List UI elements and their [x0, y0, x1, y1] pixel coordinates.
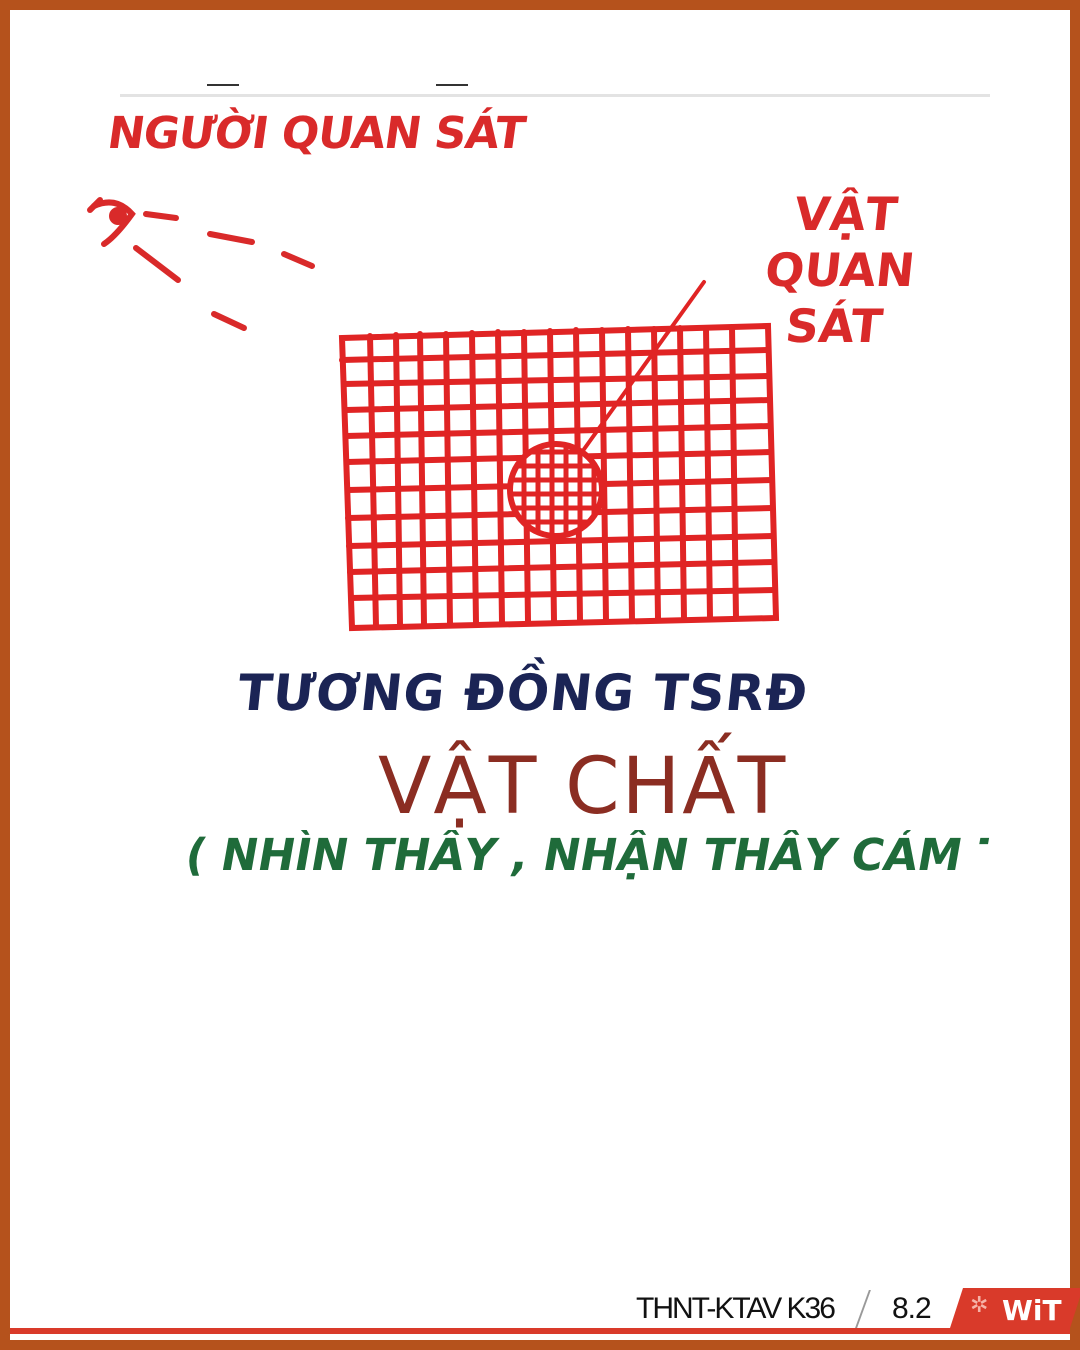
gear-icon: ✲ [970, 1292, 989, 1317]
similarity-label: TƯƠNG ĐỒNG TSRĐ [234, 664, 812, 722]
footer-rule [10, 1328, 1070, 1334]
object-label: VẬT QUAN SÁT [762, 187, 918, 353]
object-pointer [580, 280, 706, 454]
eye-icon [87, 197, 136, 247]
sight-lines [133, 211, 315, 331]
perceive-label: ( NHÌN THẤY , NHẬN THẤY CẢM THẤY [181, 830, 991, 881]
page-number: 8.2 [892, 1292, 932, 1325]
course-code: THNT-KTAV K36 [636, 1292, 836, 1325]
logo-text: WiT [1002, 1294, 1062, 1327]
observer-label: NGƯỜI QUAN SÁT [104, 108, 528, 159]
top-divider [120, 94, 990, 97]
matter-label: VẬT CHẤT [378, 742, 788, 832]
overline-mark [436, 84, 468, 86]
overline-mark [207, 84, 239, 86]
